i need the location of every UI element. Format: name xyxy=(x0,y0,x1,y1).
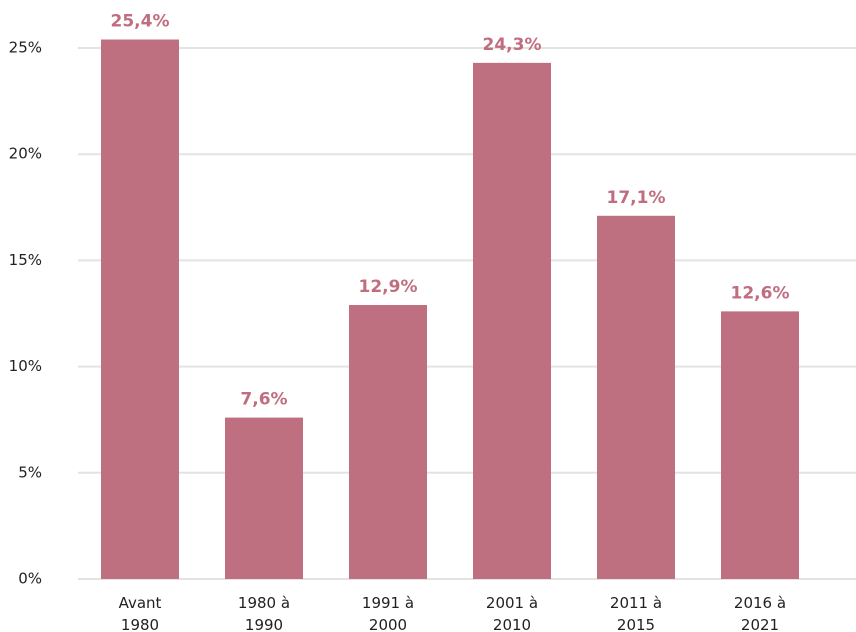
x-tick-line: 1990 xyxy=(245,616,283,632)
bar xyxy=(473,62,551,580)
x-tick-line: 1980 à xyxy=(238,594,290,612)
x-tick-label: 2001 à 2010 xyxy=(486,594,538,632)
bar xyxy=(225,417,303,579)
x-tick-label: Avant 1980 xyxy=(119,594,162,632)
x-tick-label: 1980 à 1990 xyxy=(238,594,290,632)
value-label: 24,3% xyxy=(483,35,542,55)
x-tick-label: 1991 à 2000 xyxy=(362,594,414,632)
value-label: 25,4% xyxy=(111,12,170,32)
y-tick-label: 15% xyxy=(9,251,42,269)
x-tick-line: 1991 à xyxy=(362,594,414,612)
bar xyxy=(349,305,427,579)
y-tick-label: 10% xyxy=(9,357,42,375)
x-tick-line: 2021 xyxy=(741,616,779,632)
x-tick-line: 2000 xyxy=(369,616,407,632)
bar xyxy=(597,215,675,579)
x-tick-line: 2015 xyxy=(617,616,655,632)
x-tick-line: 2001 à xyxy=(486,594,538,612)
x-tick-line: Avant xyxy=(119,594,162,612)
x-tick-line: 2016 à xyxy=(734,594,786,612)
value-label: 7,6% xyxy=(240,390,287,410)
x-tick-line: 2011 à xyxy=(610,594,662,612)
x-tick-line: 2010 xyxy=(493,616,531,632)
y-tick-label: 25% xyxy=(9,39,42,57)
y-tick-label: 20% xyxy=(9,145,42,163)
value-label: 12,9% xyxy=(359,277,418,297)
y-tick-label: 5% xyxy=(18,463,42,481)
bar xyxy=(101,39,179,579)
value-label: 17,1% xyxy=(607,188,666,208)
x-tick-label: 2016 à 2021 xyxy=(734,594,786,632)
bar xyxy=(721,311,799,579)
value-label: 12,6% xyxy=(731,283,790,303)
y-tick-label: 0% xyxy=(18,570,42,588)
x-tick-label: 2011 à 2015 xyxy=(610,594,662,632)
x-tick-line: 1980 xyxy=(121,616,159,632)
